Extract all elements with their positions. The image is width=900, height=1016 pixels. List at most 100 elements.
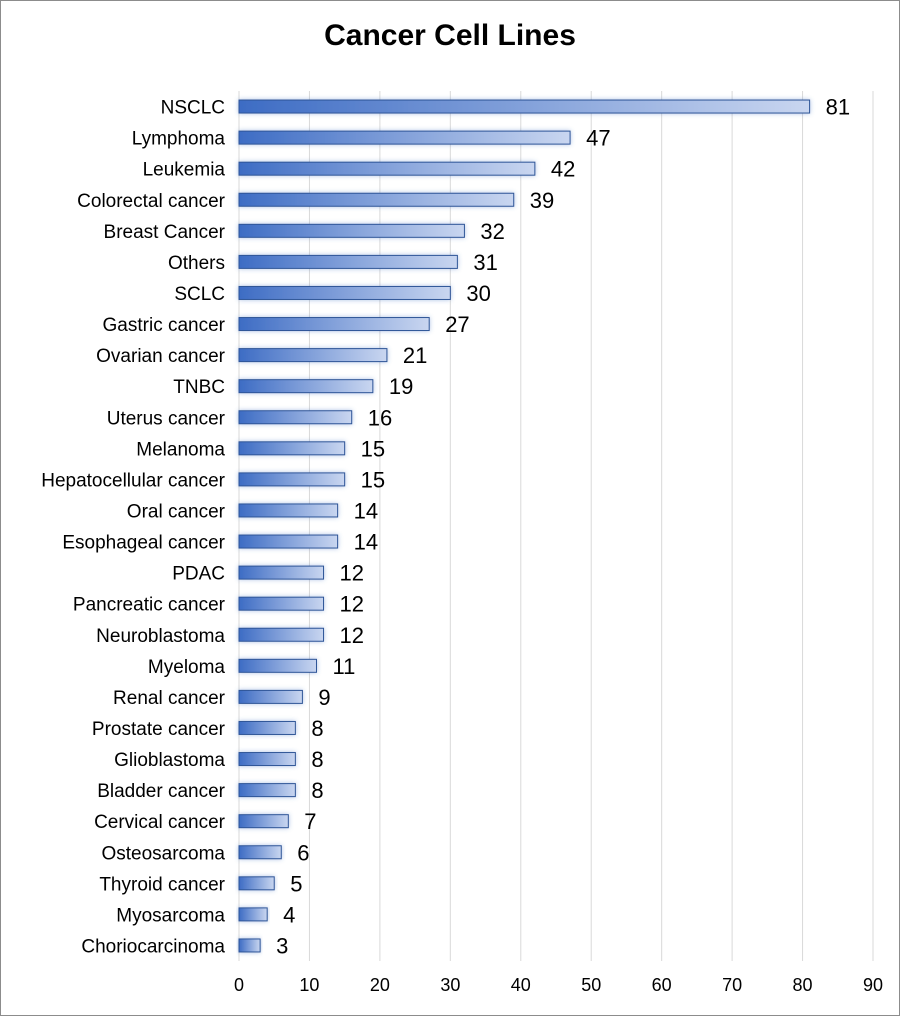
category-label: Glioblastoma	[114, 750, 225, 771]
category-label: Hepatocellular cancer	[41, 470, 225, 491]
value-label: 12	[340, 561, 364, 586]
category-label: Esophageal cancer	[62, 533, 225, 554]
value-label: 12	[340, 592, 364, 617]
bar	[238, 689, 303, 704]
value-label: 8	[311, 716, 323, 741]
value-label: 19	[389, 374, 413, 399]
bar	[238, 783, 296, 798]
value-label: 31	[473, 250, 497, 275]
bar	[238, 596, 325, 611]
bar	[238, 192, 515, 207]
value-label: 81	[826, 95, 850, 120]
value-label: 3	[276, 933, 288, 958]
value-label: 9	[318, 685, 330, 710]
category-label: Leukemia	[143, 160, 226, 181]
category-label: Others	[168, 253, 225, 274]
value-label: 47	[586, 126, 610, 151]
category-label: Colorectal cancer	[77, 191, 226, 212]
value-label: 30	[466, 281, 490, 306]
category-label: SCLC	[174, 284, 225, 305]
bar	[238, 379, 374, 394]
bar	[238, 658, 317, 673]
bar	[238, 845, 282, 860]
category-label: Gastric cancer	[103, 315, 226, 336]
category-label: TNBC	[173, 377, 225, 398]
bar	[238, 441, 346, 456]
bar	[238, 254, 458, 269]
value-label: 6	[297, 840, 309, 865]
category-label: Oral cancer	[127, 501, 226, 522]
value-label: 39	[530, 188, 554, 213]
value-label: 8	[311, 747, 323, 772]
bar	[238, 938, 261, 953]
category-label: Melanoma	[136, 439, 225, 460]
bar	[238, 130, 571, 145]
value-label: 15	[361, 467, 385, 492]
category-label: Cervical cancer	[94, 812, 226, 833]
value-label: 42	[551, 157, 575, 182]
value-label: 32	[480, 219, 504, 244]
category-label: Renal cancer	[113, 688, 226, 709]
bar	[238, 720, 296, 735]
bars	[238, 99, 811, 953]
value-label: 8	[311, 778, 323, 803]
x-tick-label: 90	[863, 975, 883, 995]
x-tick-label: 50	[581, 975, 601, 995]
category-label: Choriocarcinoma	[81, 936, 225, 957]
category-label: Ovarian cancer	[96, 346, 226, 367]
x-tick-label: 40	[511, 975, 531, 995]
value-label: 11	[332, 654, 355, 679]
chart-title: Cancer Cell Lines	[324, 19, 576, 52]
bar	[238, 348, 388, 363]
category-label: Prostate cancer	[92, 719, 226, 740]
bar	[238, 565, 325, 580]
value-label: 5	[290, 871, 302, 896]
bar	[238, 876, 275, 891]
x-tick-label: 10	[299, 975, 319, 995]
bar	[238, 752, 296, 767]
category-label: NSCLC	[161, 98, 225, 119]
bar	[238, 534, 339, 549]
value-label: 4	[283, 902, 295, 927]
x-tick-label: 20	[370, 975, 390, 995]
category-label: Pancreatic cancer	[73, 595, 226, 616]
value-label: 14	[354, 530, 378, 555]
category-label: Lymphoma	[132, 129, 226, 150]
value-label: 16	[368, 405, 392, 430]
value-label: 12	[340, 623, 364, 648]
x-tick-label: 60	[652, 975, 672, 995]
value-label: 27	[445, 312, 469, 337]
bar	[238, 223, 465, 238]
category-label: Myosarcoma	[116, 905, 225, 926]
x-tick-label: 80	[793, 975, 813, 995]
bar	[238, 99, 811, 114]
bar	[238, 503, 339, 518]
bar	[238, 814, 289, 829]
category-label: Bladder cancer	[97, 781, 225, 802]
category-label: Myeloma	[148, 657, 226, 678]
category-label: PDAC	[172, 564, 225, 585]
value-label: 14	[354, 498, 378, 523]
category-label: Neuroblastoma	[96, 626, 225, 647]
category-label: Uterus cancer	[107, 408, 226, 429]
bar	[238, 907, 268, 922]
gridlines	[238, 91, 874, 961]
value-label: 21	[403, 343, 427, 368]
category-label: Thyroid cancer	[99, 874, 225, 895]
x-tick-label: 70	[722, 975, 742, 995]
bar	[238, 317, 430, 332]
bar	[238, 410, 353, 425]
x-tick-label: 30	[440, 975, 460, 995]
x-tick-label: 0	[234, 975, 244, 995]
bar	[238, 285, 451, 300]
bar	[238, 472, 346, 487]
bar	[238, 627, 325, 642]
category-label: Breast Cancer	[104, 222, 226, 243]
value-label: 15	[361, 436, 385, 461]
value-label: 7	[304, 809, 316, 834]
category-label: Osteosarcoma	[101, 843, 225, 864]
bar	[238, 161, 536, 176]
